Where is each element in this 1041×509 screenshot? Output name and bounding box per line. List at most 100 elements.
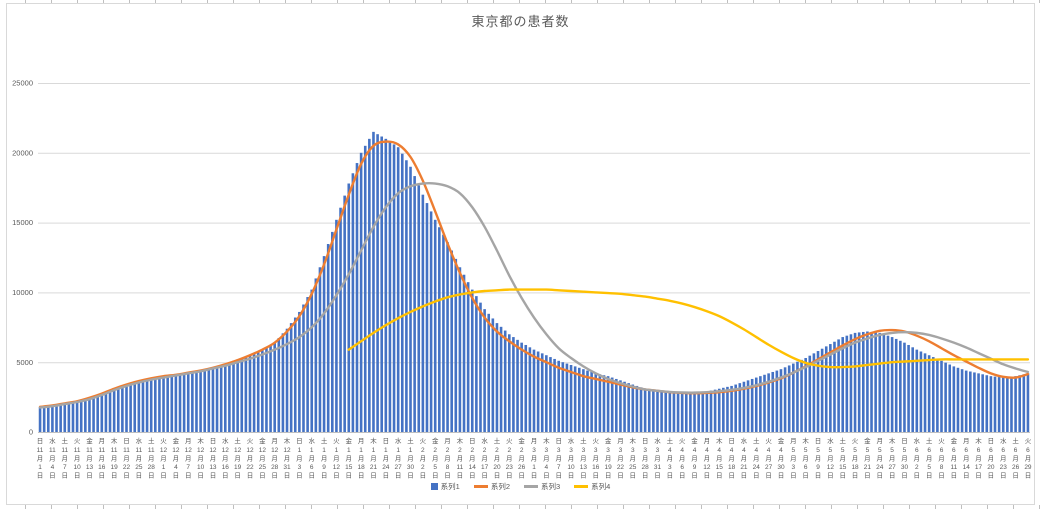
svg-text:27: 27 <box>395 464 403 471</box>
svg-text:2: 2 <box>421 447 425 454</box>
svg-text:水: 水 <box>568 436 575 445</box>
svg-text:日: 日 <box>728 437 735 445</box>
bar <box>475 296 478 432</box>
bar <box>67 403 71 432</box>
svg-text:25: 25 <box>629 464 637 471</box>
svg-text:月: 月 <box>99 437 106 445</box>
bar <box>973 372 976 432</box>
svg-text:12: 12 <box>234 447 242 454</box>
bar-series-1[interactable] <box>38 131 1030 433</box>
bar <box>528 347 532 432</box>
bar <box>977 373 980 432</box>
bar <box>384 138 388 432</box>
bar <box>738 383 742 432</box>
svg-text:日: 日 <box>346 472 353 480</box>
legend-item-series3[interactable]: 系列3 <box>524 481 560 492</box>
worksheet-column-ticks-bottom <box>0 505 1041 509</box>
svg-text:月: 月 <box>99 455 106 463</box>
svg-text:1: 1 <box>396 447 400 454</box>
bar <box>993 376 997 432</box>
svg-text:12: 12 <box>172 447 180 454</box>
svg-text:11: 11 <box>98 447 105 454</box>
bar <box>582 369 585 432</box>
svg-text:火: 火 <box>420 438 427 445</box>
svg-text:月: 月 <box>321 455 328 463</box>
bar <box>84 399 87 432</box>
bar <box>42 406 46 432</box>
legend-item-series1[interactable]: 系列1 <box>430 481 460 492</box>
legend-item-series4[interactable]: 系列4 <box>574 481 610 492</box>
gridlines <box>38 83 1030 433</box>
chart-area[interactable]: 東京都の患者数 0 5000 10000 15000 20000 25000 日 11 月 1 日水… <box>6 3 1035 505</box>
bar <box>997 377 1001 432</box>
bar <box>363 145 367 432</box>
svg-text:月: 月 <box>247 455 254 463</box>
svg-text:土: 土 <box>321 436 328 445</box>
legend-item-series2[interactable]: 系列2 <box>473 481 510 492</box>
bar <box>409 166 412 432</box>
svg-text:水: 水 <box>481 436 488 445</box>
bar <box>46 406 50 432</box>
bar <box>302 304 305 432</box>
line-series-4[interactable] <box>347 288 1030 369</box>
svg-text:26: 26 <box>518 464 526 471</box>
bar <box>668 392 672 432</box>
bar <box>800 359 803 432</box>
bar <box>483 309 486 432</box>
svg-text:日: 日 <box>395 472 402 480</box>
bar <box>635 385 639 432</box>
svg-text:月: 月 <box>531 455 538 463</box>
bar <box>561 362 565 432</box>
bar <box>1026 373 1030 432</box>
bar <box>154 377 157 432</box>
bar <box>195 371 198 432</box>
chart-title[interactable]: 東京都の患者数 <box>471 14 570 29</box>
svg-text:火: 火 <box>852 438 859 445</box>
bar <box>573 366 577 432</box>
svg-text:金: 金 <box>432 436 439 445</box>
svg-text:3: 3 <box>668 464 672 471</box>
svg-text:14: 14 <box>963 464 971 471</box>
svg-text:日: 日 <box>469 472 476 480</box>
svg-text:月: 月 <box>86 455 93 463</box>
bar <box>845 335 849 432</box>
svg-text:6: 6 <box>964 447 968 454</box>
y-axis: 0 5000 10000 15000 20000 25000 <box>12 79 33 437</box>
bar <box>610 377 614 432</box>
svg-text:1: 1 <box>532 464 536 471</box>
bar <box>919 351 923 432</box>
svg-text:5: 5 <box>878 447 882 454</box>
bar <box>479 302 482 432</box>
bar <box>841 337 845 432</box>
svg-text:月: 月 <box>160 455 167 463</box>
svg-text:日: 日 <box>494 472 501 480</box>
svg-text:3: 3 <box>631 447 635 454</box>
svg-text:4: 4 <box>680 447 684 454</box>
svg-text:日: 日 <box>839 472 846 480</box>
line-series-marker-icon <box>574 485 589 488</box>
bar <box>376 134 379 432</box>
bar <box>899 340 902 432</box>
svg-text:木: 木 <box>284 436 291 445</box>
bar <box>660 391 663 432</box>
svg-text:土: 土 <box>580 436 587 445</box>
svg-text:日: 日 <box>296 437 303 445</box>
svg-text:25: 25 <box>135 464 143 471</box>
bar <box>499 326 503 432</box>
svg-text:日: 日 <box>185 472 192 480</box>
svg-text:月: 月 <box>938 455 945 463</box>
line-series-marker-icon <box>473 485 488 488</box>
svg-text:金: 金 <box>173 436 180 445</box>
svg-text:日: 日 <box>1025 472 1032 480</box>
bar <box>726 386 729 432</box>
line-series-3[interactable] <box>38 181 1030 409</box>
bar <box>470 289 474 432</box>
svg-text:火: 火 <box>160 438 167 445</box>
